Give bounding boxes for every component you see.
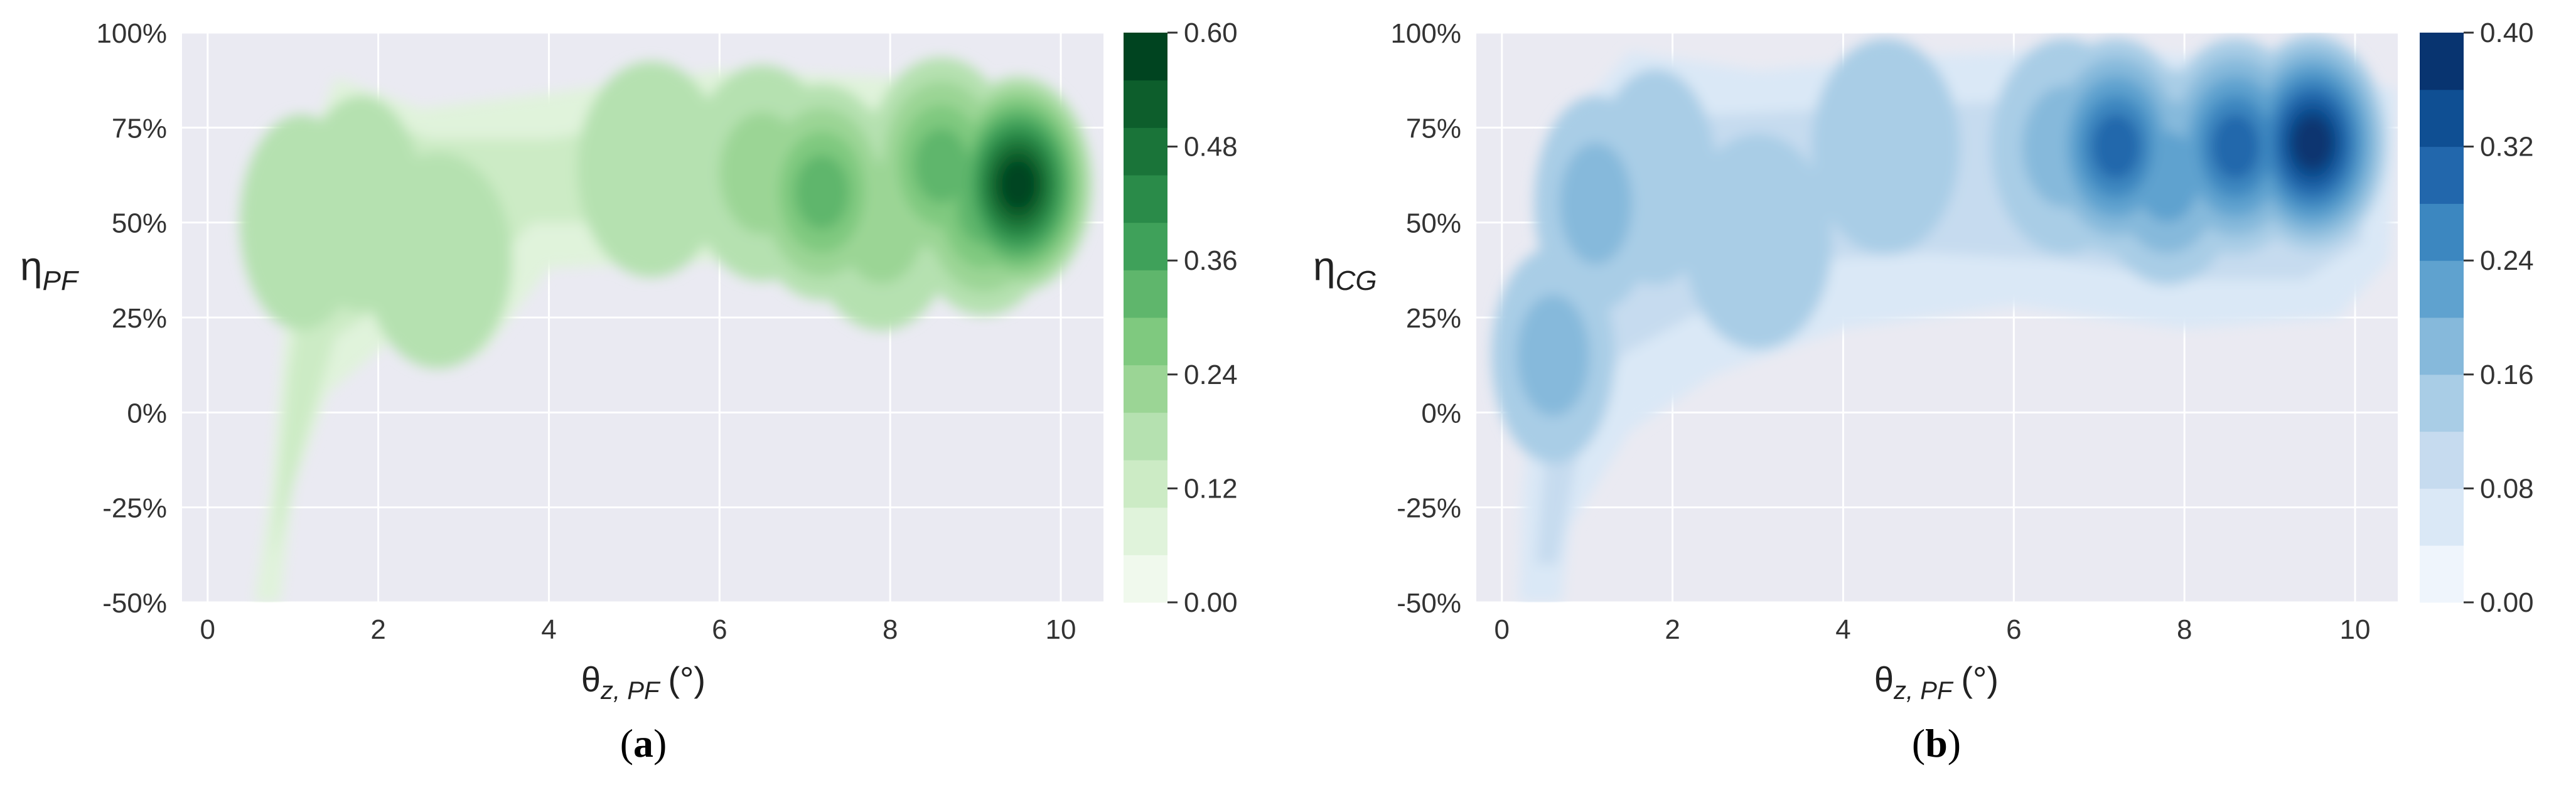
x-tick-label: 10 [1046,614,1076,645]
colorbar-level [1124,175,1167,223]
x-tick-label: 4 [541,614,556,645]
y-axis-label-b: ηCG [1313,243,1377,296]
colorbar-tick-label: 0.12 [1184,473,1238,504]
x-axis-b: 0 2 4 6 8 10 [1495,614,2371,645]
colorbar-tick-label: 0.48 [1184,132,1238,163]
colorbar-tick-label: 0.60 [1184,18,1238,48]
y-tick-label: -25% [1397,493,1461,524]
colorbar-level [1124,555,1167,603]
colorbar-tick-label: 0.08 [2480,473,2534,504]
y-tick-label: 50% [112,208,167,239]
x-axis-label-b: θz, PF (°) [1874,659,1999,705]
chart-panel-b: -50% -25% 0% 25% 50% 75% 100% 0 2 4 6 8 10 θz, PF (°… [1313,18,2534,705]
colorbar-level [2420,146,2464,204]
colorbar-b: 0.00 0.08 0.16 0.24 0.32 0.40 [2420,18,2534,618]
colorbar-level [2420,488,2464,546]
colorbar-level [1124,222,1167,270]
y-tick-label: 50% [1406,208,1461,239]
colorbar-level [2420,203,2464,261]
y-tick-label: -50% [102,588,167,619]
x-tick-label: 10 [2340,614,2371,645]
density-peak-contour [795,154,849,230]
colorbar-level [2420,33,2464,90]
colorbar-level [1124,317,1167,366]
x-tick-label: 6 [2006,614,2021,645]
x-axis-label-a: θz, PF (°) [581,659,706,705]
y-tick-label: -25% [102,493,167,524]
x-tick-label: 6 [712,614,727,645]
density-peak-contour [2211,114,2260,179]
colorbar-level [2420,317,2464,375]
x-tick-label: 8 [883,614,898,645]
density-peak-contour [999,160,1037,209]
colorbar-level [1124,412,1167,461]
x-tick-label: 0 [1495,614,1510,645]
colorbar-a: 0.00 0.12 0.24 0.36 0.48 0.60 [1124,18,1238,618]
x-tick-label: 0 [200,614,215,645]
colorbar-tick-label: 0.24 [2480,245,2534,276]
y-tick-label: 25% [112,303,167,334]
x-tick-label: 2 [1665,614,1680,645]
y-tick-label: 0% [127,398,167,429]
colorbar-level [2420,260,2464,318]
y-axis-a: -50% -25% 0% 25% 50% 75% 100% [96,18,167,619]
colorbar-level [1124,33,1167,81]
y-tick-label: 75% [112,113,167,144]
colorbar-level [1124,507,1167,555]
colorbar-tick-label: 0.36 [1184,245,1238,276]
colorbar-tick-label: 0.00 [1184,587,1238,618]
colorbar-tick-label: 0.16 [2480,360,2534,390]
panel-caption-b: (b) [1911,721,1962,765]
density-peak-contour [1811,38,1960,255]
colorbar-level [1124,80,1167,128]
y-axis-label-a: ηPF [20,243,79,296]
density-peak-contour [2292,115,2333,170]
colorbar-level [2420,545,2464,603]
y-tick-label: 100% [96,18,167,49]
density-contours-b [1491,35,2398,602]
y-tick-label: 25% [1406,303,1461,334]
colorbar-level [1124,127,1167,176]
x-tick-label: 8 [2177,614,2192,645]
density-peak-contour [240,114,363,331]
colorbar-level [2420,374,2464,432]
x-tick-label: 2 [370,614,385,645]
colorbar-level [1124,460,1167,508]
colorbar-tick-label: 0.24 [1184,360,1238,390]
y-axis-b: -50% -25% 0% 25% 50% 75% 100% [1390,18,1461,619]
y-tick-label: -50% [1397,588,1461,619]
y-tick-label: 75% [1406,113,1461,144]
density-peak-contour [1516,294,1590,417]
colorbar-tick-label: 0.00 [2480,587,2534,618]
density-peak-contour [914,128,969,203]
density-peak-contour [2092,114,2140,179]
density-contours-a [240,57,1093,602]
panel-caption-a: (a) [620,721,667,765]
colorbar-level [2420,431,2464,489]
chart-panel-a: -50% -25% 0% 25% 50% 75% 100% 0 2 4 6 8 10 θz, PF (°… [20,18,1238,705]
x-axis-a: 0 2 4 6 8 10 [200,614,1076,645]
density-field [1491,35,2398,602]
density-peak-contour [1559,142,1633,265]
colorbar-level [1124,365,1167,413]
colorbar-tick-label: 0.32 [2480,132,2534,163]
colorbar-tick-label: 0.40 [2480,18,2534,48]
colorbar-level [1124,270,1167,318]
density-peak-contour [1683,133,1832,349]
y-tick-label: 0% [1421,398,1461,429]
y-tick-label: 100% [1390,18,1461,49]
colorbar-level [2420,89,2464,147]
x-tick-label: 4 [1835,614,1850,645]
density-peak-contour [577,61,726,277]
density-field [240,57,1093,602]
